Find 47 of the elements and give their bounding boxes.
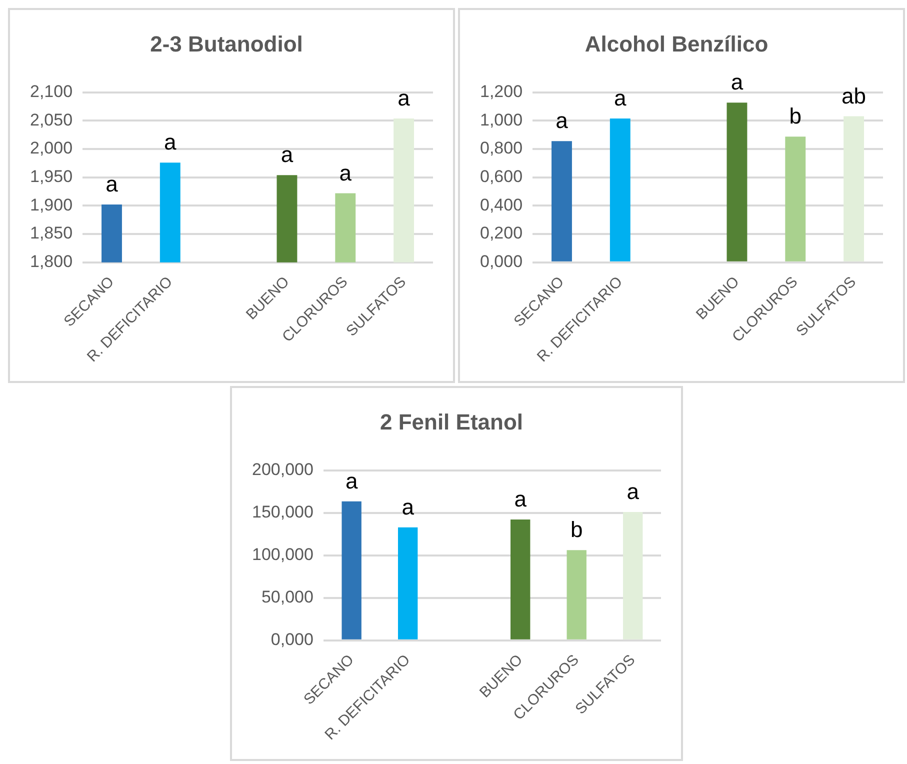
y-tick-label: 1,000: [480, 110, 523, 130]
bar: [610, 118, 630, 262]
y-tick-label: 1,950: [30, 167, 73, 186]
bar: [785, 136, 806, 262]
data-label: b: [789, 104, 802, 129]
data-label: b: [570, 517, 583, 542]
y-tick-label: 200,000: [252, 460, 314, 480]
y-tick-label: 1,200: [480, 82, 523, 102]
y-tick-label: 0,000: [480, 252, 523, 272]
bar: [510, 520, 530, 640]
y-tick-label: 0,400: [480, 195, 523, 214]
bar: [623, 512, 643, 640]
data-label: a: [730, 70, 744, 95]
y-tick-label: 1,800: [30, 252, 73, 272]
y-tick-label: 2,050: [30, 110, 73, 130]
data-label: a: [556, 108, 569, 134]
data-label: a: [339, 160, 352, 186]
y-tick-label: 0,800: [480, 138, 523, 158]
y-tick-label: 50,000: [261, 588, 314, 607]
data-label: a: [280, 142, 294, 168]
y-tick-label: 150,000: [252, 502, 314, 522]
bar: [552, 141, 572, 262]
bar: [566, 550, 586, 640]
y-tick-label: 0,000: [270, 630, 314, 650]
data-label: a: [398, 86, 411, 111]
chart-title: 2-3 Butanodiol: [150, 31, 303, 56]
data-label: a: [402, 494, 415, 520]
y-tick-label: 0,600: [480, 167, 523, 186]
y-tick-label: 1,900: [30, 195, 73, 214]
chart-title: Alcohol Benzílico: [584, 31, 768, 56]
chart-title: 2 Fenil Etanol: [380, 409, 524, 434]
data-label: a: [164, 130, 178, 155]
data-label: a: [614, 86, 628, 111]
data-label: a: [345, 468, 358, 494]
data-label: a: [514, 486, 528, 512]
y-tick-label: 1,850: [30, 224, 73, 243]
y-tick-label: 0,200: [480, 224, 523, 243]
y-tick-label: 2,100: [30, 82, 73, 102]
bar: [726, 102, 748, 262]
bar: [844, 116, 864, 262]
y-tick-label: 100,000: [252, 545, 314, 564]
data-label: ab: [842, 83, 866, 108]
bar: [398, 527, 418, 640]
data-label: a: [626, 479, 640, 504]
bar: [342, 501, 362, 640]
y-tick-label: 2,000: [30, 138, 73, 158]
data-label: a: [106, 172, 119, 197]
